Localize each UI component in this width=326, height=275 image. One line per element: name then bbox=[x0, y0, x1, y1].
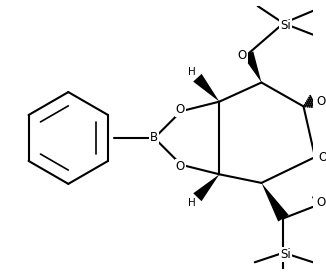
Text: H: H bbox=[188, 198, 196, 208]
Text: Si: Si bbox=[280, 248, 291, 261]
Text: H: H bbox=[188, 67, 196, 77]
Text: O: O bbox=[318, 151, 326, 164]
Text: B: B bbox=[150, 131, 158, 144]
Text: O: O bbox=[316, 95, 325, 108]
Text: O: O bbox=[316, 197, 325, 210]
Text: O: O bbox=[176, 103, 185, 116]
Polygon shape bbox=[261, 183, 289, 222]
Text: Si: Si bbox=[280, 19, 291, 32]
Text: O: O bbox=[176, 160, 185, 173]
Text: O: O bbox=[238, 49, 247, 62]
Polygon shape bbox=[193, 74, 219, 102]
Polygon shape bbox=[193, 174, 219, 201]
Polygon shape bbox=[243, 51, 261, 82]
